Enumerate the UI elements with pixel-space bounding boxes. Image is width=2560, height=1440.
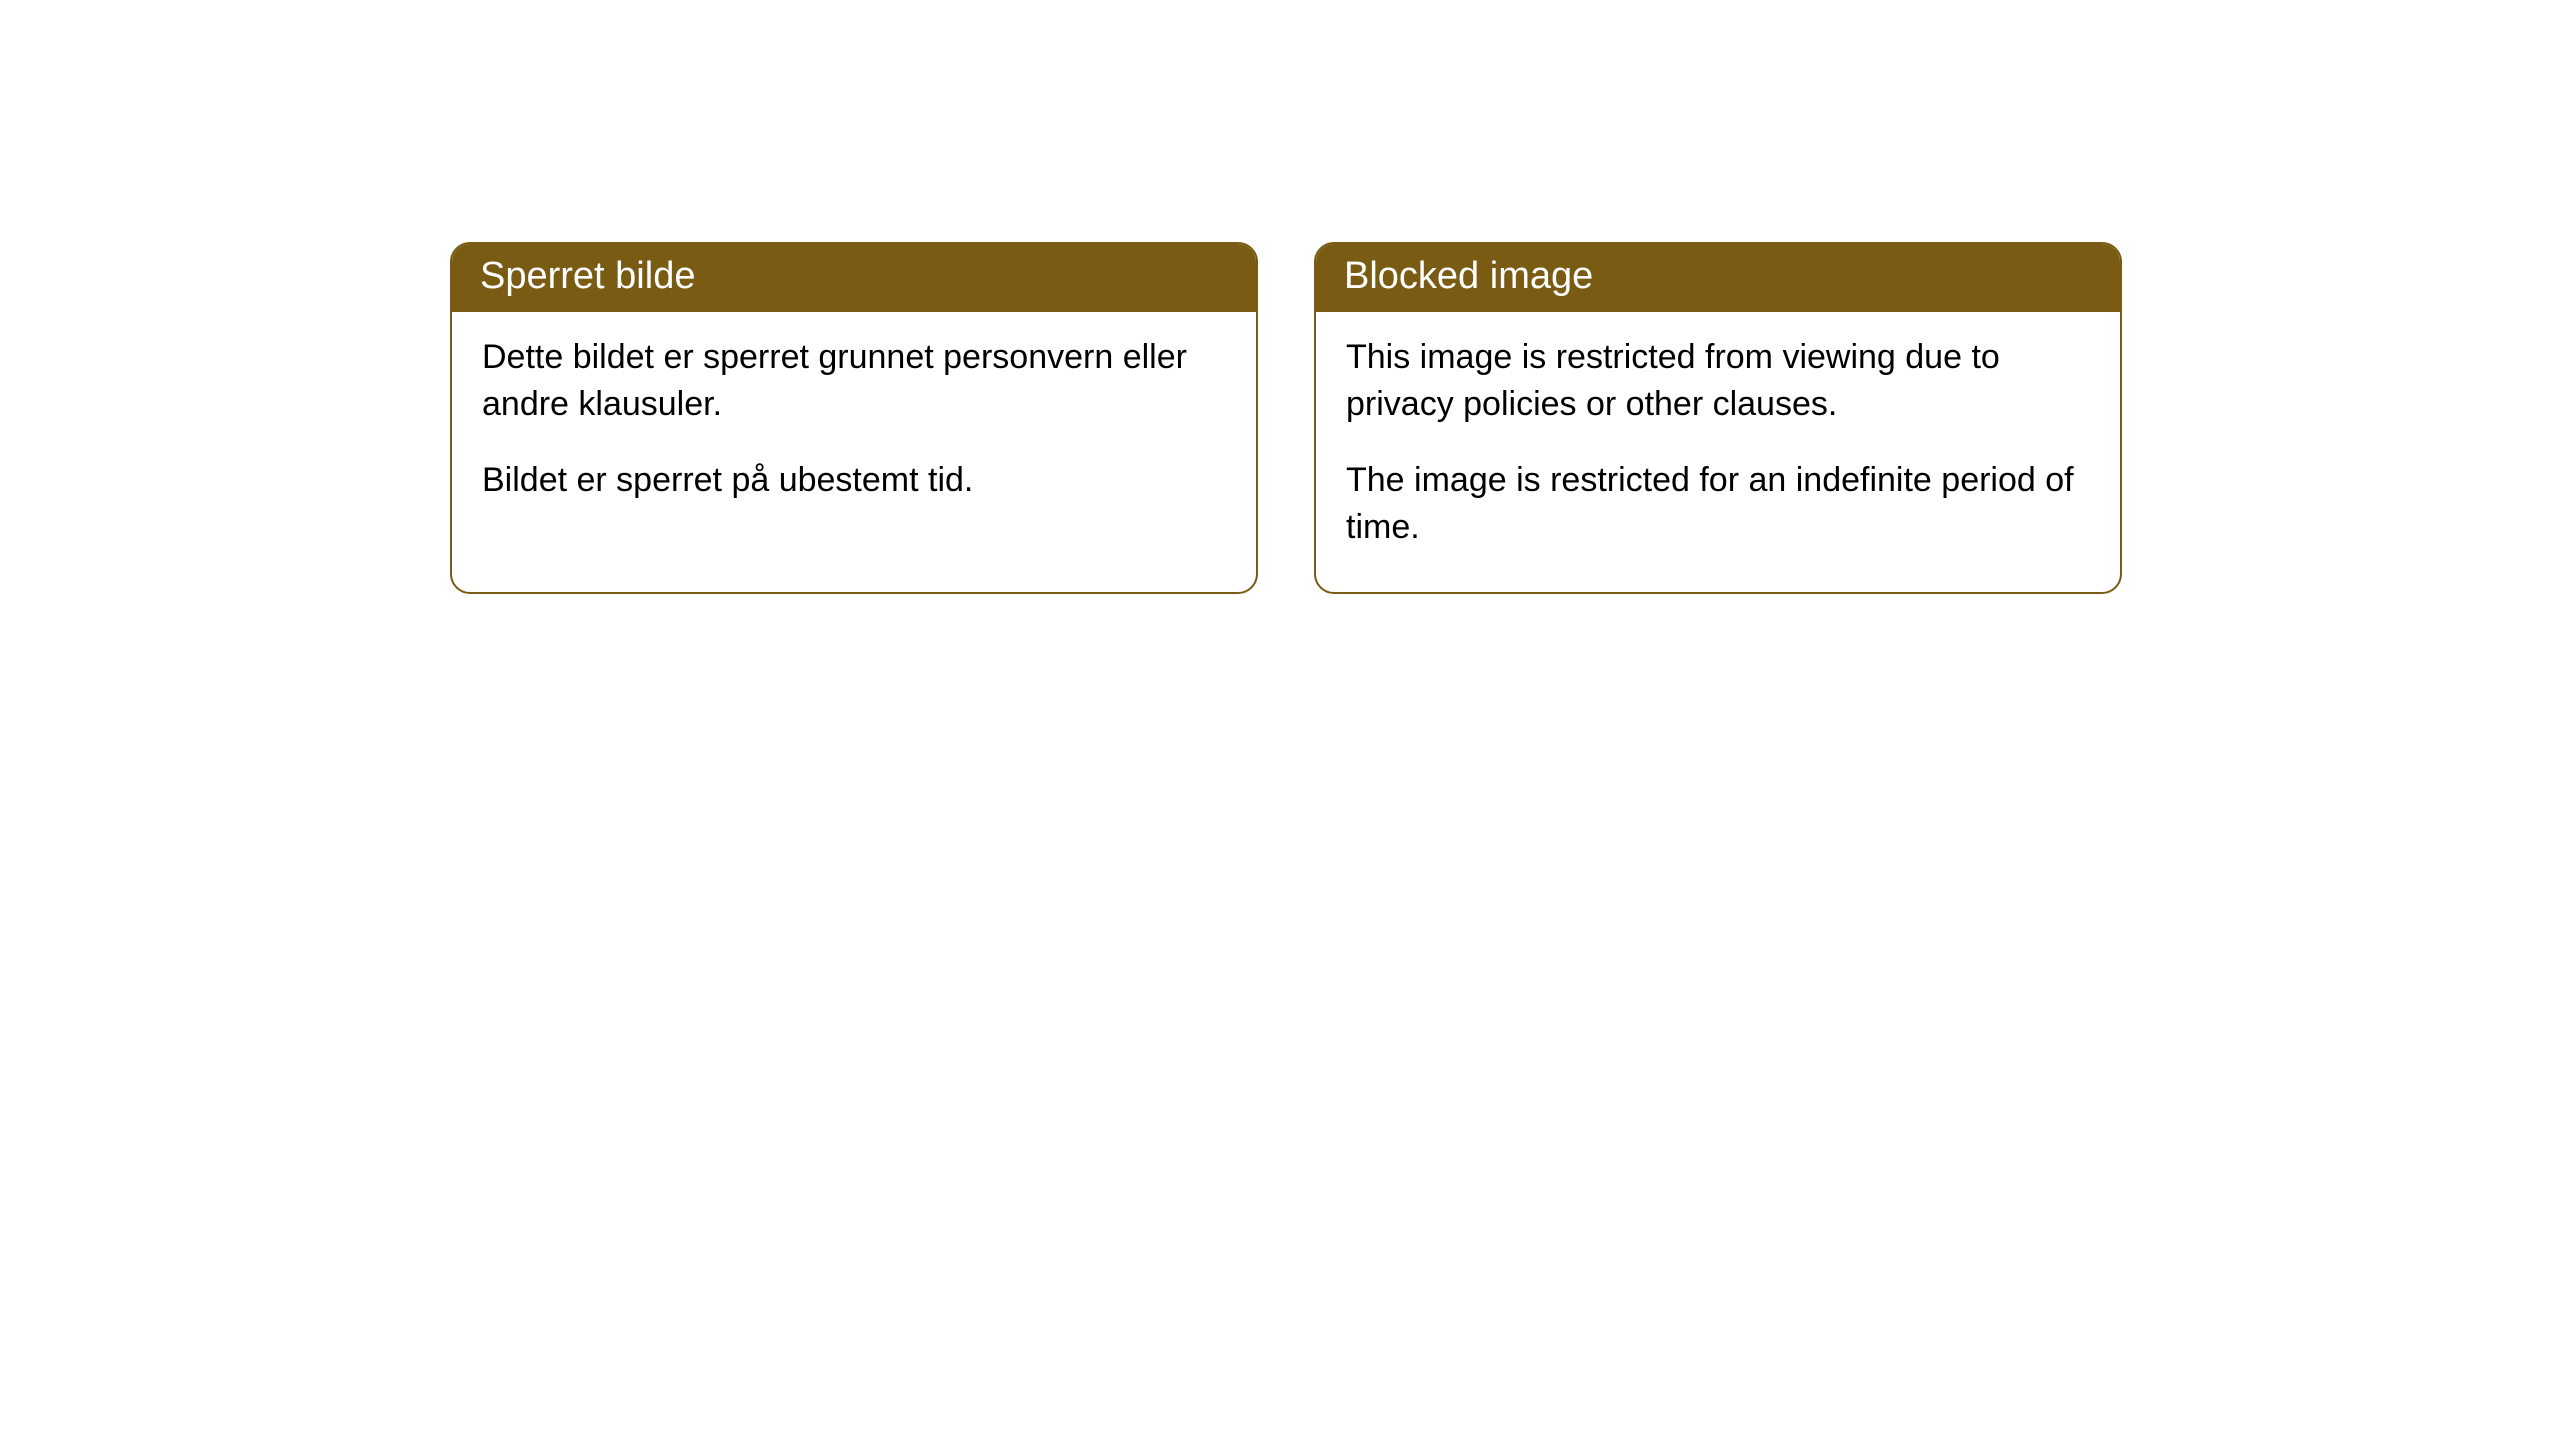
blocked-image-card-en: Blocked image This image is restricted f… xyxy=(1314,242,2122,594)
cards-container: Sperret bilde Dette bildet er sperret gr… xyxy=(0,0,2560,594)
card-paragraph: Dette bildet er sperret grunnet personve… xyxy=(482,334,1226,429)
card-header: Sperret bilde xyxy=(452,244,1256,312)
card-paragraph: This image is restricted from viewing du… xyxy=(1346,334,2090,429)
blocked-image-card-no: Sperret bilde Dette bildet er sperret gr… xyxy=(450,242,1258,594)
card-body: Dette bildet er sperret grunnet personve… xyxy=(452,312,1256,545)
card-header: Blocked image xyxy=(1316,244,2120,312)
card-paragraph: Bildet er sperret på ubestemt tid. xyxy=(482,457,1226,505)
card-body: This image is restricted from viewing du… xyxy=(1316,312,2120,592)
card-paragraph: The image is restricted for an indefinit… xyxy=(1346,457,2090,552)
